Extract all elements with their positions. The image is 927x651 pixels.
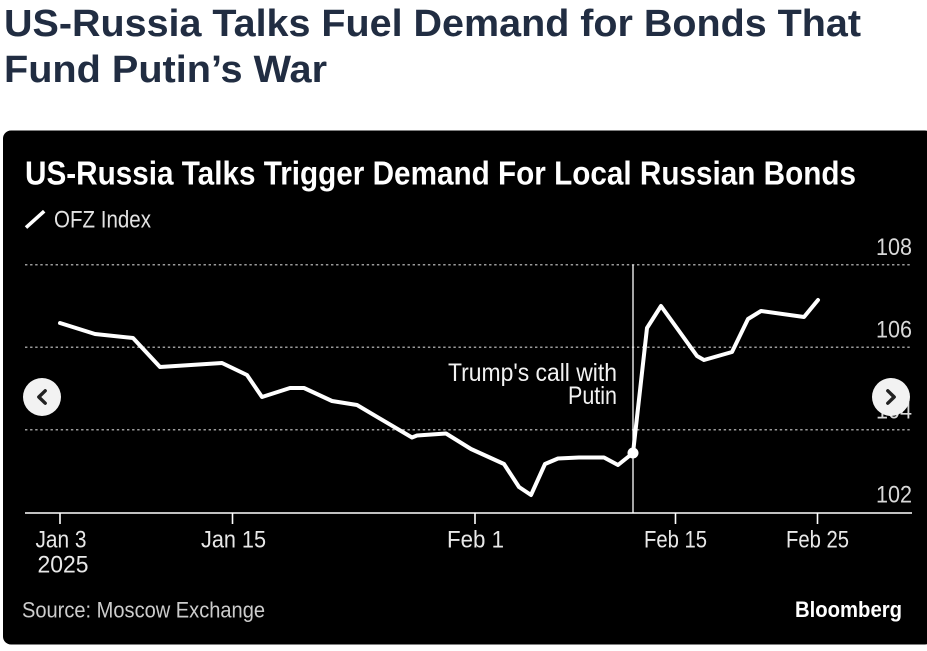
svg-text:Feb 25: Feb 25 bbox=[786, 527, 849, 554]
svg-text:102: 102 bbox=[876, 482, 912, 509]
svg-text:108: 108 bbox=[876, 234, 912, 261]
svg-text:Jan 3: Jan 3 bbox=[36, 527, 87, 554]
svg-text:Jan 15: Jan 15 bbox=[201, 527, 266, 554]
svg-text:2025: 2025 bbox=[38, 552, 89, 579]
svg-text:Bloomberg: Bloomberg bbox=[795, 597, 902, 622]
svg-text:US-Russia Talks Fuel Demand fo: US-Russia Talks Fuel Demand for Bonds Th… bbox=[4, 3, 861, 45]
svg-text:US-Russia Talks Trigger Demand: US-Russia Talks Trigger Demand For Local… bbox=[25, 155, 856, 192]
svg-text:Feb 1: Feb 1 bbox=[447, 527, 504, 554]
svg-text:OFZ Index: OFZ Index bbox=[54, 207, 151, 234]
svg-text:106: 106 bbox=[876, 317, 912, 344]
svg-text:Feb 15: Feb 15 bbox=[644, 527, 707, 554]
svg-text:Putin: Putin bbox=[568, 382, 617, 410]
svg-text:Source: Moscow Exchange: Source: Moscow Exchange bbox=[22, 598, 265, 623]
svg-text:Trump's call with: Trump's call with bbox=[448, 359, 617, 387]
svg-text:Fund Putin’s War: Fund Putin’s War bbox=[4, 49, 327, 91]
